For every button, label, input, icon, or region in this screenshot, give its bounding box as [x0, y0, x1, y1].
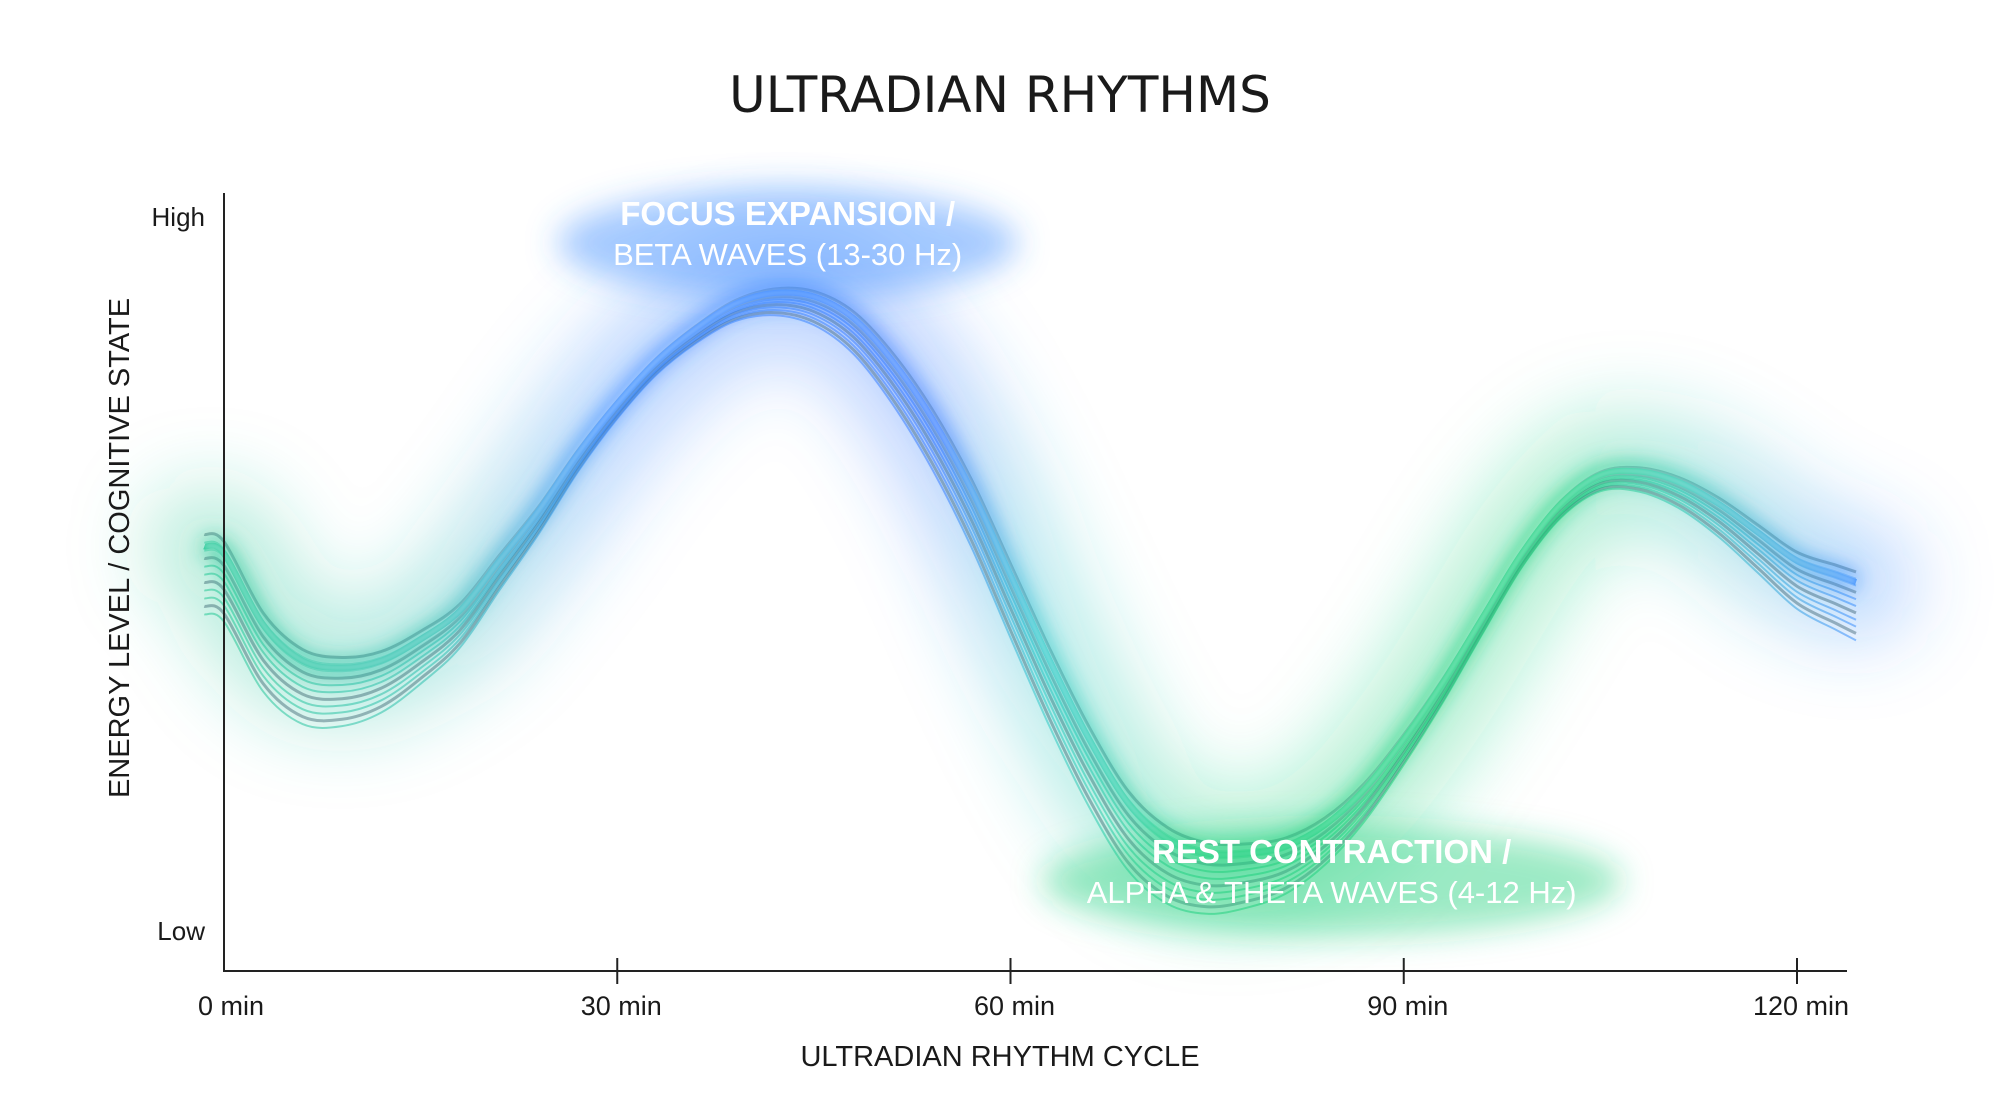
- x-tick: 90 min: [1367, 958, 1448, 1021]
- annotation-subtitle: BETA WAVES (13-30 Hz): [613, 237, 962, 272]
- x-tick-label: 60 min: [974, 991, 1055, 1021]
- y-tick-label: High: [152, 202, 205, 232]
- x-axis-ticks: 0 min 30 min 60 min 90 min 120 min: [198, 958, 1849, 1021]
- rest-annotation: REST CONTRACTION / ALPHA & THETA WAVES (4…: [1041, 826, 1622, 936]
- wave-core-highlight: [203, 291, 1857, 857]
- wave-strand: [203, 311, 1857, 909]
- x-tick: 120 min: [1753, 958, 1849, 1021]
- y-axis-ticks: Low High: [152, 202, 206, 946]
- y-axis-title: ENERGY LEVEL / COGNITIVE STATE: [104, 298, 136, 798]
- annotation-title: REST CONTRACTION /: [1152, 833, 1511, 870]
- annotation-glow: [1041, 826, 1622, 936]
- x-tick-label: 90 min: [1367, 991, 1448, 1021]
- x-tick: 30 min: [581, 958, 662, 1021]
- y-tick-label: Low: [157, 916, 205, 946]
- annotation-glow: [557, 188, 1018, 298]
- annotation-subtitle: ALPHA & THETA WAVES (4-12 Hz): [1087, 875, 1577, 910]
- focus-annotation: FOCUS EXPANSION / BETA WAVES (13-30 Hz): [557, 188, 1018, 298]
- wave-strand: [203, 314, 1857, 915]
- x-tick: 60 min: [974, 958, 1055, 1021]
- x-tick: 0 min: [198, 991, 264, 1021]
- chart-title: ULTRADIAN RHYTHMS: [729, 66, 1271, 124]
- annotations: FOCUS EXPANSION / BETA WAVES (13-30 Hz) RE…: [557, 188, 1622, 936]
- x-tick-label: 0 min: [198, 991, 264, 1021]
- x-tick-label: 30 min: [581, 991, 662, 1021]
- annotation-title: FOCUS EXPANSION /: [620, 195, 955, 232]
- x-axis-title: ULTRADIAN RHYTHM CYCLE: [800, 1041, 1199, 1073]
- x-tick-label: 120 min: [1753, 991, 1849, 1021]
- wave-strand-layer: [201, 283, 1859, 864]
- wave-glow: [144, 232, 1916, 915]
- wave-glow-layer: [144, 232, 1916, 915]
